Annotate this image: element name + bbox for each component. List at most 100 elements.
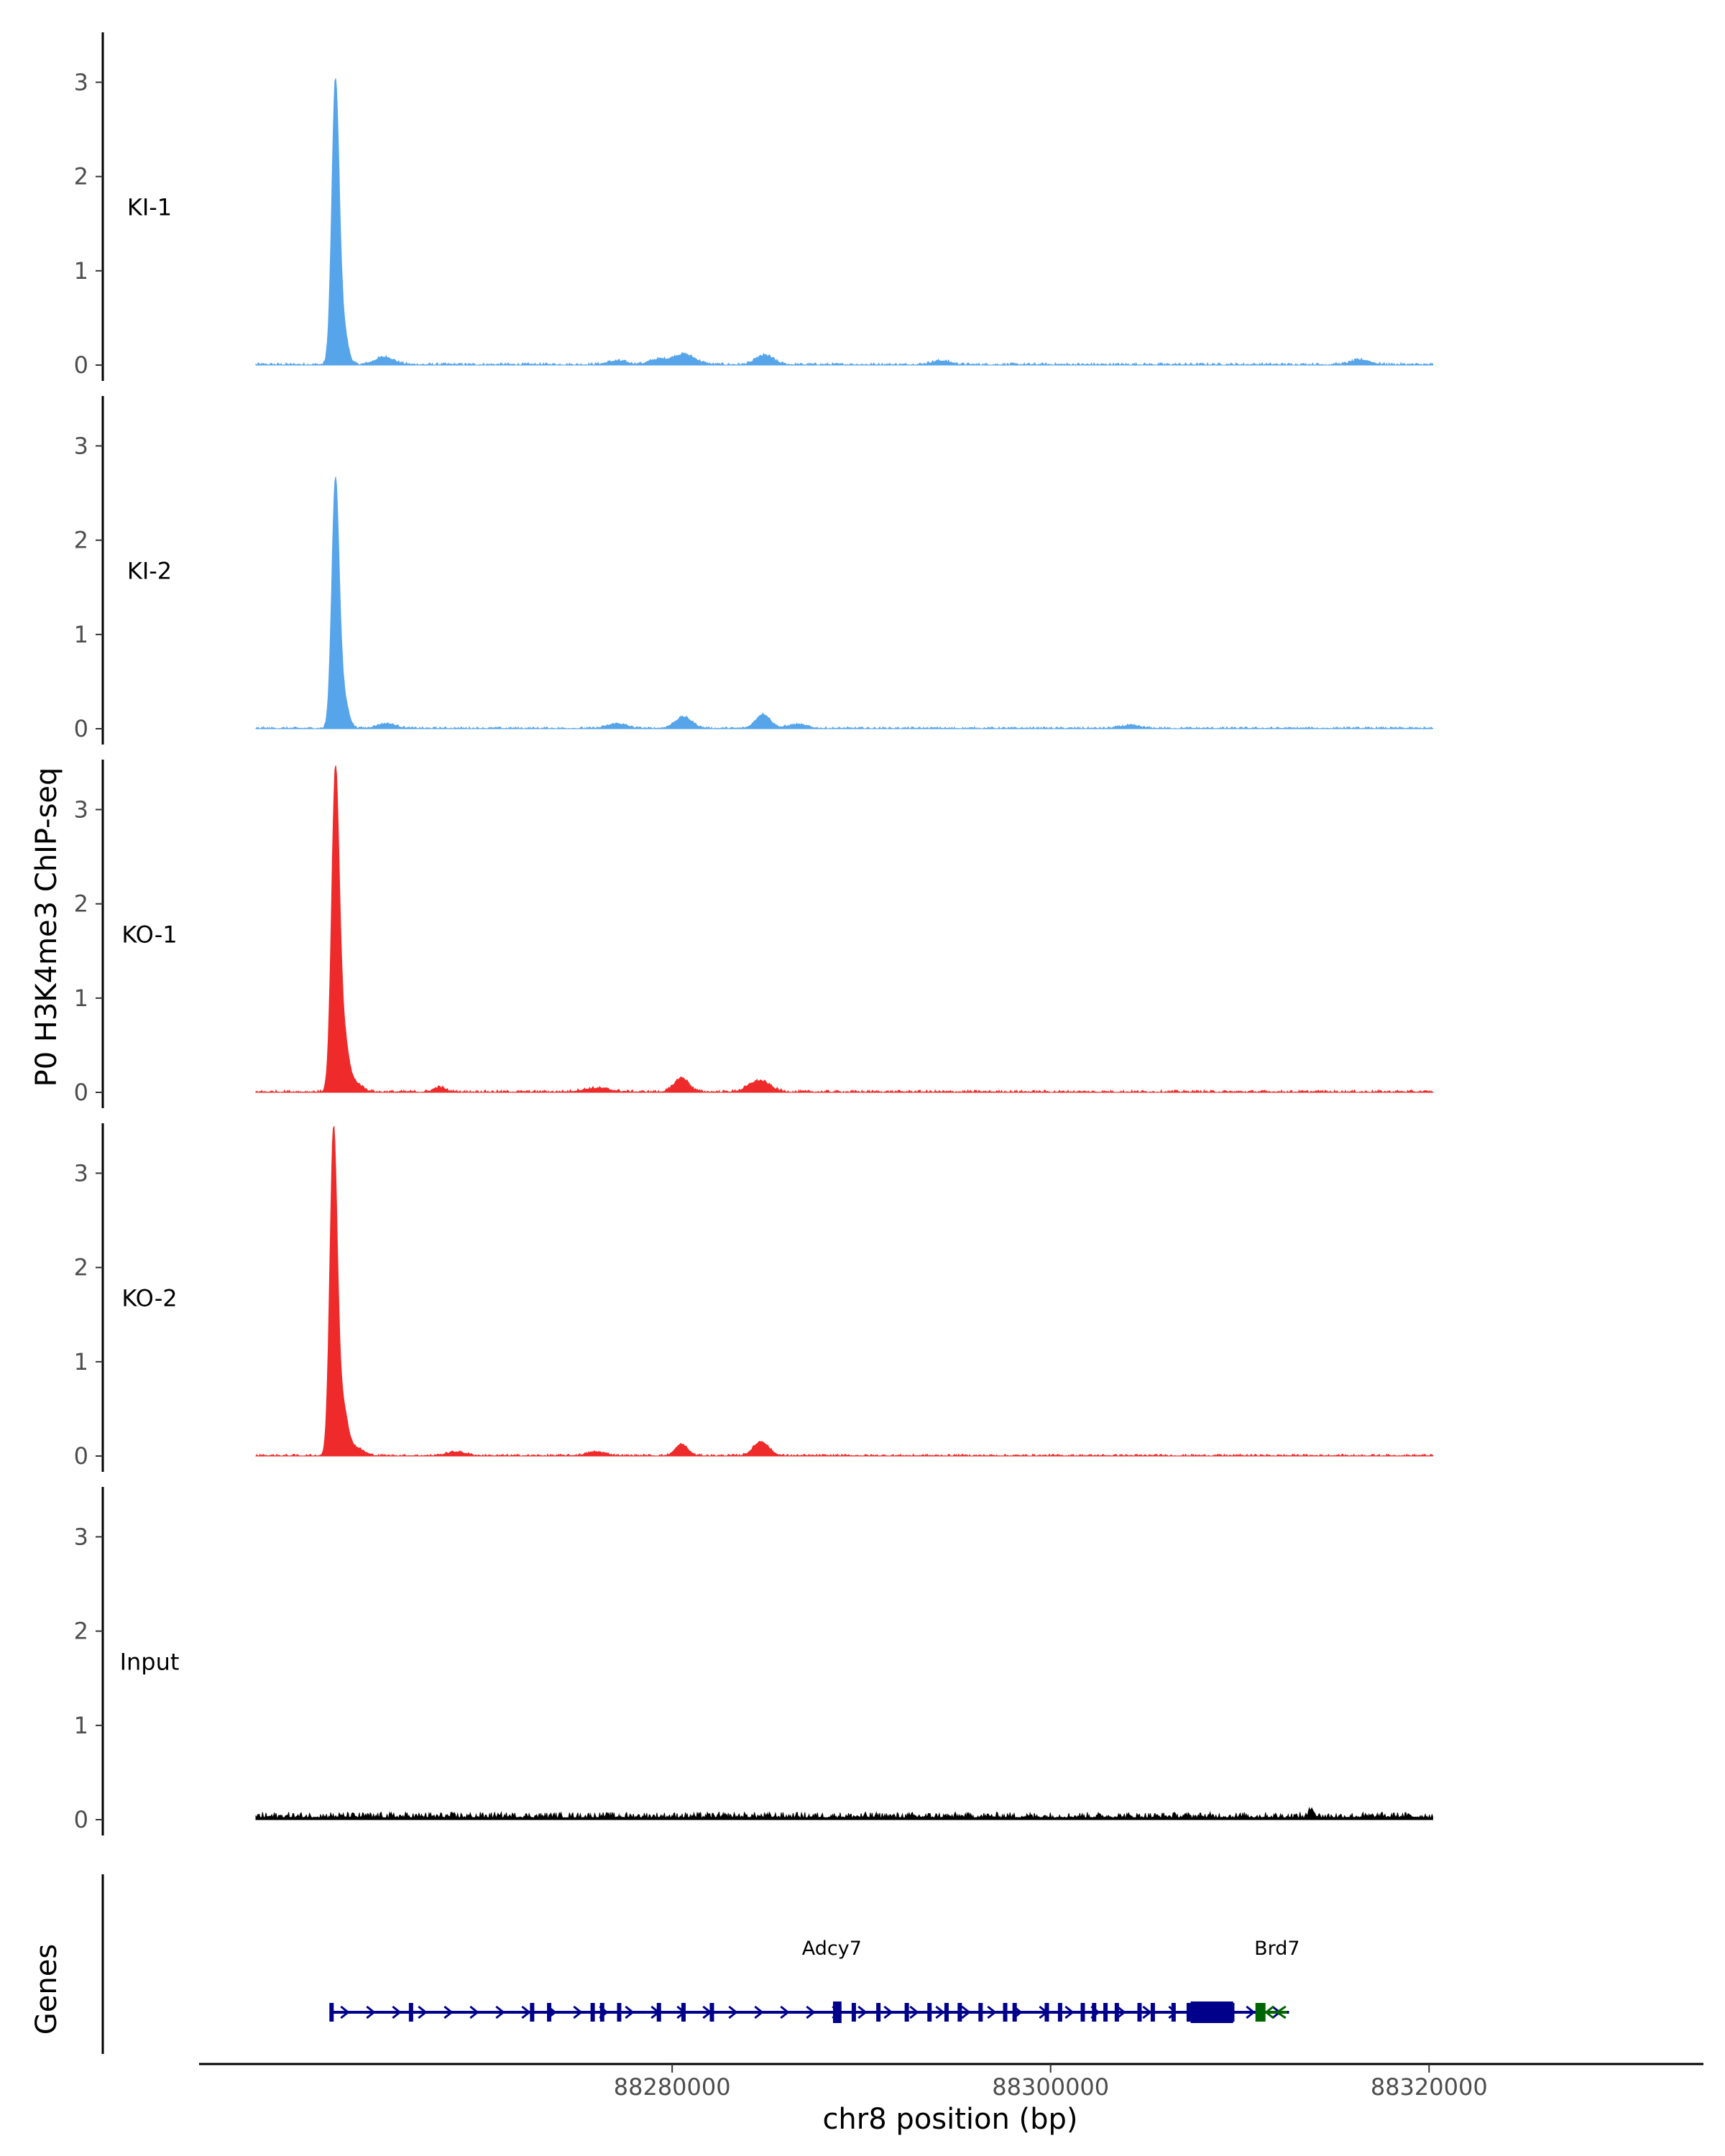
strand-chevron	[780, 2005, 790, 2019]
coverage-area	[255, 78, 1433, 367]
exon	[599, 2003, 604, 2022]
exon	[1057, 2003, 1062, 2022]
genes-track-title: Genes	[30, 1944, 63, 2035]
y-tick-label: 1	[74, 1348, 88, 1376]
strand-chevron	[857, 2005, 868, 2019]
strand-chevron	[961, 2005, 971, 2019]
strand-chevron	[1264, 2005, 1274, 2019]
y-tick-label: 2	[74, 1618, 88, 1645]
strand-chevron	[392, 2005, 402, 2019]
exon	[408, 2003, 413, 2022]
track-label: KO-2	[121, 1285, 177, 1312]
strand-chevron	[754, 2005, 764, 2019]
strand-chevron	[340, 2005, 350, 2019]
gene-adcy7: Adcy7	[329, 1938, 1289, 2023]
x-axis: 88280000 88300000 88320000	[199, 2063, 1703, 2101]
y-tick-label: 2	[74, 1254, 88, 1281]
strand-chevron	[1064, 2005, 1075, 2019]
exon	[617, 2003, 622, 2022]
exon	[1255, 2003, 1266, 2022]
strand-chevron	[909, 2005, 919, 2019]
exon	[1044, 2003, 1049, 2022]
y-tick-label: 3	[74, 68, 88, 96]
y-tick-label: 1	[74, 257, 88, 285]
track-label: KO-1	[121, 921, 177, 949]
exon	[876, 2003, 881, 2022]
coverage-area	[255, 1125, 1433, 1457]
exon	[1137, 2003, 1142, 2022]
strand-chevron	[728, 2005, 738, 2019]
y-tick-label: 2	[74, 890, 88, 918]
strand-chevron	[883, 2005, 893, 2019]
y-axis-title: P0 H3K4me3 ChIP-seq	[30, 768, 63, 1087]
coverage-area	[255, 1806, 1433, 1820]
y-tick-label: 1	[74, 621, 88, 648]
y-tick-label: 0	[74, 351, 88, 379]
track-label: KI-2	[127, 558, 172, 585]
track-ki-2: 0 1 2 3 KI-2	[74, 396, 1433, 745]
track-label: Input	[120, 1649, 180, 1676]
y-tick-label: 0	[74, 1442, 88, 1470]
exon	[1092, 2003, 1097, 2022]
exon	[1003, 2003, 1008, 2022]
exon	[851, 2003, 856, 2022]
exon	[1114, 2003, 1119, 2022]
strand-chevron	[625, 2005, 635, 2019]
x-tick-label: 88280000	[614, 2073, 731, 2101]
strand-chevron	[1168, 2005, 1178, 2019]
gene-brd7: Brd7	[1254, 1938, 1300, 2022]
track-input: 0 1 2 3 Input	[74, 1487, 1433, 1835]
exon	[530, 2003, 535, 2022]
y-tick-label: 3	[74, 1523, 88, 1550]
y-tick-label: 0	[74, 1079, 88, 1106]
gene-label: Adcy7	[802, 1938, 862, 1960]
y-tick-label: 2	[74, 163, 88, 190]
genes-track: Adcy7 Brd7	[101, 1874, 1300, 2054]
y-tick-label: 3	[74, 1159, 88, 1187]
exon-block	[1190, 2001, 1233, 2023]
exon	[978, 2003, 983, 2022]
track-ki-1: 0 1 2 3 KI-1	[74, 32, 1433, 381]
y-tick-label: 1	[74, 985, 88, 1012]
exon	[590, 2003, 595, 2022]
exon	[944, 2003, 949, 2022]
strand-chevron	[443, 2005, 454, 2019]
strand-chevron	[366, 2005, 376, 2019]
exon	[957, 2003, 962, 2022]
exon	[1150, 2003, 1155, 2022]
x-tick-label: 88320000	[1371, 2073, 1488, 2101]
strand-chevron	[418, 2005, 428, 2019]
strand-chevron	[987, 2005, 997, 2019]
coverage-area	[255, 765, 1433, 1094]
exon	[1186, 2003, 1191, 2022]
exon	[656, 2003, 661, 2022]
exon	[1080, 2003, 1085, 2022]
exon	[904, 2003, 909, 2022]
strand-chevron	[573, 2005, 583, 2019]
track-ko-2: 0 1 2 3 KO-2	[74, 1123, 1433, 1472]
strand-chevron	[806, 2005, 816, 2019]
exon	[547, 2003, 552, 2022]
track-label: KI-1	[127, 194, 172, 221]
strand-chevron	[1142, 2005, 1152, 2019]
exon	[329, 2003, 334, 2022]
y-tick-label: 3	[74, 432, 88, 459]
y-tick-label: 2	[74, 527, 88, 554]
coverage-area	[255, 476, 1433, 730]
y-tick-label: 0	[74, 715, 88, 742]
exon	[1012, 2003, 1017, 2022]
exon	[1171, 2003, 1176, 2022]
strand-chevron	[1275, 2005, 1287, 2019]
strand-chevron	[1246, 2005, 1256, 2019]
exon	[1103, 2003, 1108, 2022]
strand-chevron	[521, 2005, 531, 2019]
x-tick-label: 88300000	[992, 2073, 1109, 2101]
track-ko-1: 0 1 2 3 KO-1	[74, 760, 1433, 1108]
y-tick-label: 1	[74, 1712, 88, 1739]
coverage-tracks: 0 1 2 3 KI-1 0 1 2 3 KI-2 0 1 2 3 KO-1 0 1 2 3 KO-2 0 1 2 3 Inpu…	[74, 32, 1433, 1835]
strand-chevron	[469, 2005, 479, 2019]
gene-label: Brd7	[1254, 1938, 1300, 1960]
x-axis-title: chr8 position (bp)	[822, 2103, 1077, 2136]
exon	[709, 2003, 714, 2022]
